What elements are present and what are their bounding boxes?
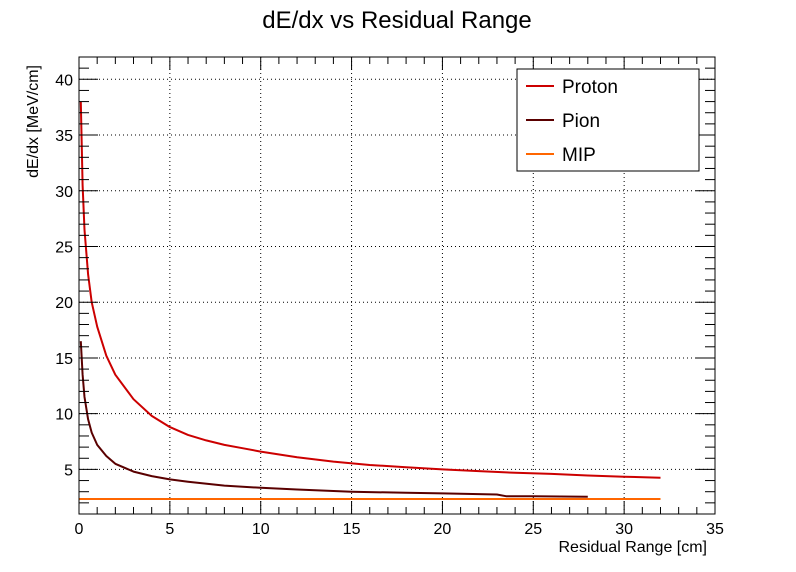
series-line-pion: [79, 341, 588, 498]
chart-title: dE/dx vs Residual Range: [262, 7, 531, 34]
y-tick-label: 40: [55, 72, 73, 89]
x-tick-label: 30: [615, 521, 633, 538]
axis-ticks: [78, 56, 716, 515]
x-axis-label: Residual Range [cm]: [558, 539, 707, 556]
plot-frame: [78, 56, 716, 515]
y-tick-label: 30: [55, 184, 73, 201]
legend-label-pion: Pion: [562, 111, 600, 132]
x-tick-label: 15: [343, 521, 361, 538]
x-tick-label: 25: [524, 521, 542, 538]
y-tick-label: 25: [55, 239, 73, 256]
x-tick-label: 35: [706, 521, 724, 538]
legend-label-mip: MIP: [562, 145, 596, 166]
x-tick-label: 20: [434, 521, 452, 538]
x-tick-label: 5: [165, 521, 174, 538]
series-line-proton: [79, 101, 661, 479]
y-tick-label: 10: [55, 407, 73, 424]
legend-label-proton: Proton: [562, 77, 618, 98]
y-tick-label: 15: [55, 351, 73, 368]
y-tick-label: 35: [55, 128, 73, 145]
x-tick-label: 10: [252, 521, 270, 538]
legend: Proton Pion MIP: [516, 68, 700, 172]
tick-labels: 0 5 10 15 20 25 30 35 5 10 15 20 25 30 35 40: [55, 72, 724, 538]
plot-series: [79, 101, 661, 500]
y-tick-label: 20: [55, 295, 73, 312]
y-tick-label: 5: [64, 462, 73, 479]
x-tick-label: 0: [75, 521, 84, 538]
y-axis-label: dE/dx [MeV/cm]: [25, 65, 42, 178]
